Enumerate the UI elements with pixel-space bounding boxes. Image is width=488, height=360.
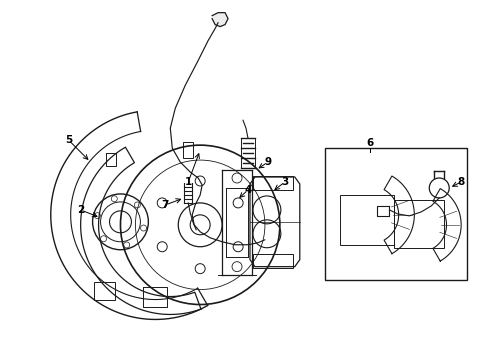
Bar: [252, 176, 292, 190]
Text: 7: 7: [162, 200, 169, 210]
Text: 1: 1: [184, 177, 191, 187]
Bar: [324, 148, 466, 280]
Text: 5: 5: [65, 135, 72, 145]
Text: 9: 9: [264, 157, 271, 167]
Text: 6: 6: [365, 138, 372, 148]
Bar: [183, 142, 193, 158]
Text: 2: 2: [77, 205, 84, 215]
Polygon shape: [212, 13, 227, 27]
Bar: [93, 282, 115, 300]
Bar: [252, 254, 292, 268]
Text: 3: 3: [281, 177, 288, 187]
Text: 4: 4: [244, 185, 251, 195]
Text: 8: 8: [457, 177, 464, 187]
